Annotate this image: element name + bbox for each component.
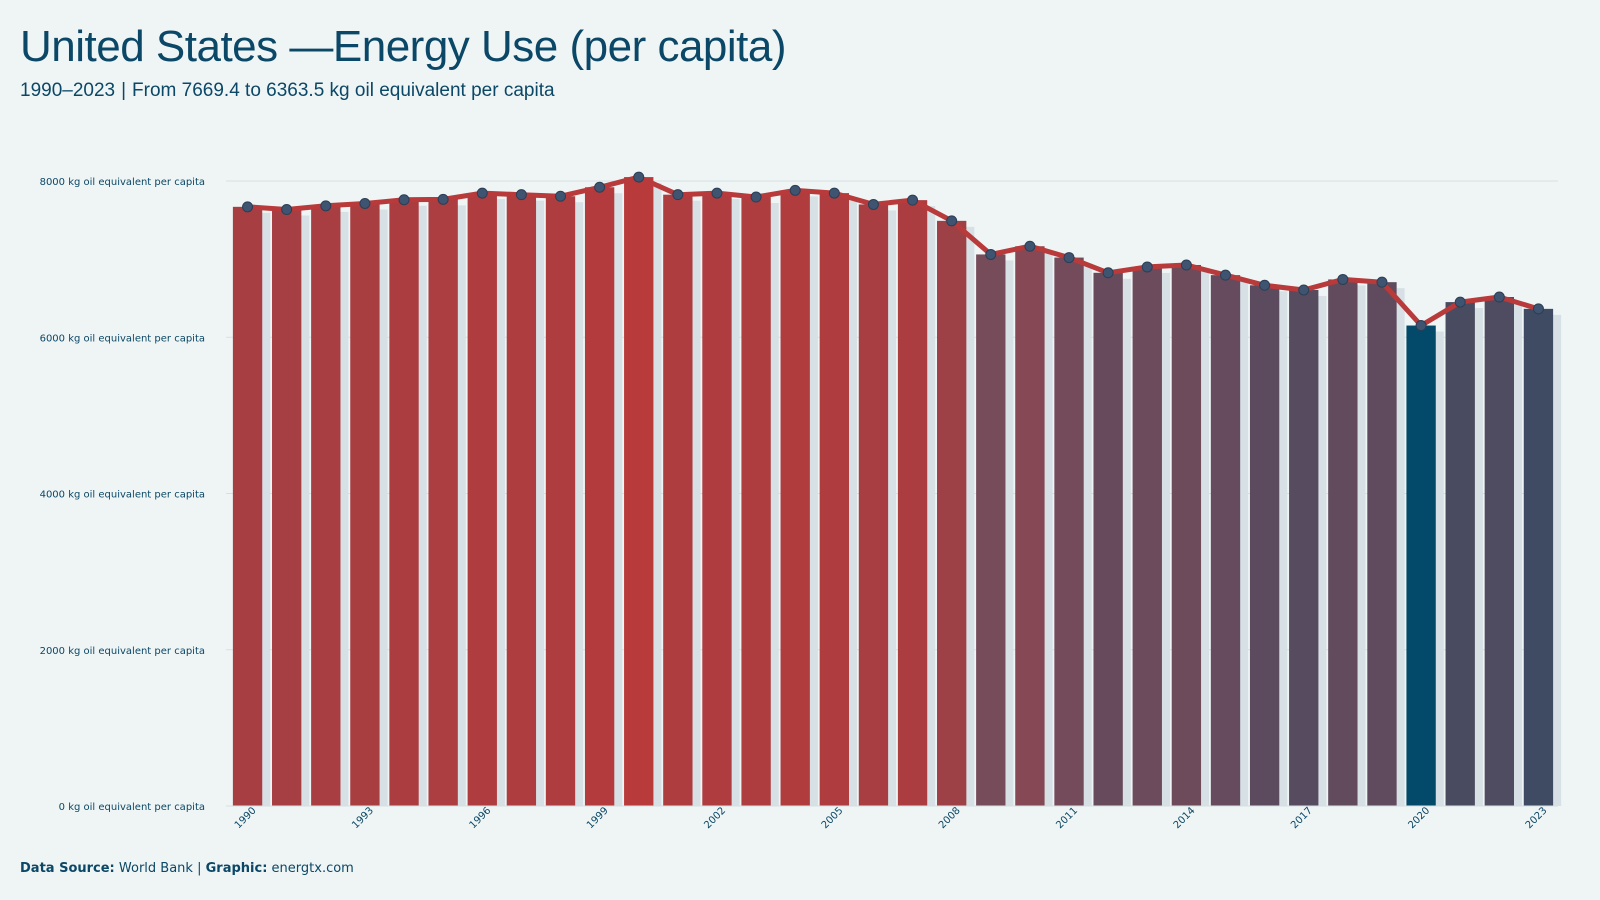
x-tick-label: 1996 bbox=[468, 805, 494, 831]
point-1990 bbox=[242, 201, 254, 213]
x-tick-label: 2020 bbox=[1406, 805, 1432, 831]
bar-2003 bbox=[741, 197, 771, 806]
y-tick-label: 6000 kg oil equivalent per capita bbox=[40, 333, 205, 344]
point-1992 bbox=[320, 200, 332, 212]
bar-2001 bbox=[663, 194, 693, 806]
point-2014 bbox=[1180, 259, 1192, 271]
point-2005 bbox=[828, 187, 840, 199]
chart-subtitle: 1990–2023 | From 7669.4 to 6363.5 kg oil e… bbox=[20, 80, 555, 102]
bar-1997 bbox=[506, 194, 537, 806]
bar-2016 bbox=[1249, 285, 1280, 806]
point-1997 bbox=[515, 189, 527, 201]
point-2003 bbox=[750, 191, 762, 203]
bar-2011 bbox=[1054, 257, 1084, 806]
chart-footer: Data Source: World Bank | Graphic: energ… bbox=[20, 861, 354, 876]
point-2004 bbox=[789, 184, 801, 196]
point-1998 bbox=[555, 190, 566, 202]
graphic-label: Graphic: bbox=[205, 861, 268, 876]
bar-1993 bbox=[350, 203, 380, 806]
bar-1992 bbox=[311, 205, 341, 806]
point-1999 bbox=[594, 181, 606, 193]
bar-2012 bbox=[1093, 272, 1123, 806]
bar-2004 bbox=[780, 190, 810, 806]
point-2015 bbox=[1220, 269, 1231, 281]
bar-2019 bbox=[1367, 282, 1397, 806]
point-2019 bbox=[1376, 276, 1388, 288]
point-2022 bbox=[1493, 291, 1505, 303]
subtitle-separator: | bbox=[121, 80, 127, 101]
point-1991 bbox=[281, 204, 293, 216]
bar-2020 bbox=[1406, 325, 1436, 806]
bar-2022 bbox=[1484, 297, 1514, 806]
bar-1998 bbox=[545, 196, 576, 806]
bar-2005 bbox=[819, 193, 849, 806]
point-1995 bbox=[437, 193, 449, 205]
bar-2018 bbox=[1328, 279, 1358, 806]
source-value: World Bank bbox=[118, 861, 193, 876]
x-tick-label: 2017 bbox=[1289, 805, 1315, 831]
point-2016 bbox=[1259, 279, 1271, 291]
y-tick-label: 8000 kg oil equivalent per capita bbox=[40, 177, 205, 188]
bar-2002 bbox=[702, 193, 732, 806]
point-2011 bbox=[1063, 252, 1075, 264]
x-tick-label: 2002 bbox=[702, 805, 728, 831]
bar-2017 bbox=[1289, 289, 1319, 806]
x-tick-label: 2011 bbox=[1054, 805, 1080, 831]
bar-1995 bbox=[428, 199, 458, 806]
bar-2015 bbox=[1210, 275, 1241, 806]
y-tick-label: 4000 kg oil equivalent per capita bbox=[40, 490, 205, 501]
y-tick-label: 0 kg oil equivalent per capita bbox=[59, 802, 205, 813]
bar-2023 bbox=[1523, 308, 1554, 806]
point-2010 bbox=[1024, 240, 1036, 252]
point-2017 bbox=[1298, 284, 1310, 296]
bar-2007 bbox=[897, 200, 928, 806]
point-2018 bbox=[1337, 273, 1349, 285]
x-tick-label: 2023 bbox=[1524, 805, 1550, 831]
point-2009 bbox=[985, 248, 997, 260]
point-2013 bbox=[1141, 261, 1153, 273]
y-tick-label: 2000 kg oil equivalent per capita bbox=[40, 646, 205, 657]
point-2002 bbox=[711, 187, 723, 199]
x-tick-label: 2014 bbox=[1172, 805, 1198, 831]
bar-2014 bbox=[1171, 264, 1202, 806]
point-2000 bbox=[633, 171, 645, 183]
bar-2000 bbox=[624, 177, 654, 806]
x-tick-label: 2005 bbox=[820, 805, 846, 831]
point-2008 bbox=[946, 215, 958, 227]
bar-2013 bbox=[1132, 266, 1162, 806]
bar-2009 bbox=[976, 254, 1006, 806]
bar-2021 bbox=[1445, 302, 1475, 806]
bar-1991 bbox=[272, 209, 302, 806]
bar-2008 bbox=[937, 220, 967, 806]
bar-1996 bbox=[467, 193, 497, 806]
bar-1990 bbox=[232, 206, 263, 806]
point-1996 bbox=[476, 187, 488, 199]
bar-2006 bbox=[858, 204, 889, 806]
x-tick-label: 1990 bbox=[233, 805, 259, 831]
footer-separator: | bbox=[197, 861, 202, 876]
x-tick-label: 2008 bbox=[937, 805, 963, 831]
point-2023 bbox=[1532, 303, 1544, 315]
subtitle-detail: From 7669.4 to 6363.5 kg oil equivalent … bbox=[132, 80, 555, 101]
bar-2010 bbox=[1015, 246, 1045, 806]
x-tick-label: 1993 bbox=[350, 805, 376, 831]
point-2001 bbox=[672, 189, 684, 201]
point-2006 bbox=[867, 198, 879, 210]
subtitle-range: 1990–2023 bbox=[20, 80, 116, 101]
x-tick-label: 1999 bbox=[585, 805, 611, 831]
graphic-value: energtx.com bbox=[271, 861, 354, 876]
series-line bbox=[245, 174, 1541, 328]
point-1993 bbox=[359, 198, 371, 209]
point-2012 bbox=[1102, 267, 1114, 279]
point-2021 bbox=[1454, 296, 1466, 308]
point-1994 bbox=[398, 194, 410, 206]
bar-1999 bbox=[584, 187, 615, 806]
bar-1994 bbox=[389, 199, 419, 806]
point-2007 bbox=[907, 194, 919, 206]
point-2020 bbox=[1415, 320, 1427, 332]
chart-title: United States —Energy Use (per capita) bbox=[20, 22, 787, 71]
source-label: Data Source: bbox=[20, 861, 115, 876]
